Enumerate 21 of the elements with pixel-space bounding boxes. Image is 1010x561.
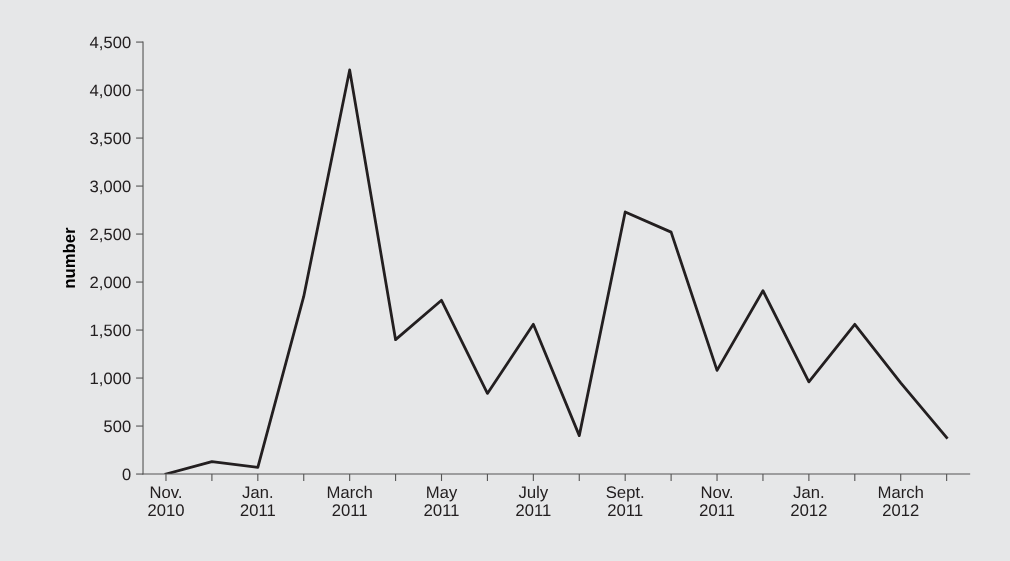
y-axis-title: number — [62, 227, 76, 288]
y-tick-label: 1,000 — [90, 372, 131, 387]
x-tick-label: Nov. 2011 — [699, 486, 735, 517]
x-tick-label: Jan. 2012 — [791, 486, 827, 517]
y-tick-label: 3,000 — [90, 180, 131, 195]
x-tick-label: Nov. 2010 — [148, 486, 184, 517]
y-tick-label: 4,000 — [89, 84, 131, 99]
y-tick-label: 1,500 — [90, 324, 131, 339]
x-tick-label: Jan. 2011 — [240, 486, 275, 517]
x-tick-label: March 2012 — [878, 485, 923, 517]
y-tick-label: 2,000 — [90, 276, 131, 291]
y-tick-label: 4,500 — [89, 36, 131, 51]
x-tick-label: March 2011 — [327, 485, 372, 517]
y-tick-label: 3,500 — [90, 132, 131, 147]
line-series — [164, 68, 949, 475]
x-tick-label: July 2011 — [516, 485, 551, 517]
y-tick-label: 500 — [104, 420, 131, 433]
x-tick-label: May 2011 — [424, 486, 459, 517]
y-tick-label: 0 — [122, 468, 131, 481]
y-tick-label: 2,500 — [90, 228, 131, 243]
x-tick-label: Sept. 2011 — [606, 486, 644, 517]
